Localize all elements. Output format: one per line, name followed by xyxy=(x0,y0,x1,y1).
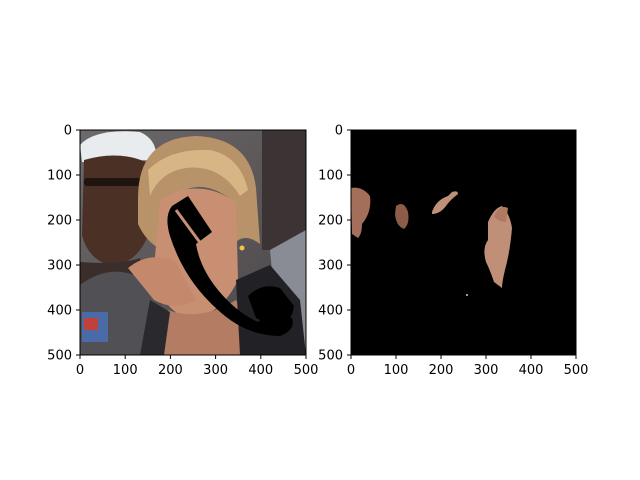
mask-y-tick-label: 500 xyxy=(318,349,343,364)
mask-y-tick-label: 400 xyxy=(318,304,343,319)
mask-y-tick-label: 100 xyxy=(318,169,343,184)
photo-image xyxy=(80,130,306,355)
mask-x-tick-label: 400 xyxy=(519,363,544,378)
photo-y-tick-label: 400 xyxy=(47,304,72,319)
photo-y-tick-label: 0 xyxy=(64,124,72,139)
mask-y-tick-label: 0 xyxy=(335,124,343,139)
photo-x-tick-label: 200 xyxy=(158,363,183,378)
mask-x-tick-label: 200 xyxy=(429,363,454,378)
mask-x-tick-label: 100 xyxy=(384,363,409,378)
photo-y-tick-label: 200 xyxy=(47,214,72,229)
photo-x-tick-label: 300 xyxy=(203,363,228,378)
photo-x-tick-label: 0 xyxy=(76,363,84,378)
telephone-handset-icon xyxy=(167,196,294,336)
photo-x-tick-label: 500 xyxy=(294,363,319,378)
mask-axes-frame xyxy=(350,129,577,356)
photo-axes-frame xyxy=(79,129,307,356)
photo-x-tick-label: 100 xyxy=(113,363,138,378)
mask-image xyxy=(351,130,576,355)
mask-y-tick-label: 300 xyxy=(318,259,343,274)
mask-x-tick-label: 0 xyxy=(347,363,355,378)
mask-x-tick-label: 500 xyxy=(564,363,589,378)
photo-y-tick-label: 300 xyxy=(47,259,72,274)
photo-y-tick-label: 500 xyxy=(47,349,72,364)
photo-axis-ticks: 0 100 200 300 400 500 0 100 200 300 400 500 xyxy=(47,124,318,379)
mask-y-tick-label: 200 xyxy=(318,214,343,229)
photo-y-tick-label: 100 xyxy=(47,169,72,184)
photo-panel: 0 100 200 300 400 500 0 100 200 300 400 500 xyxy=(47,124,318,379)
mask-panel: 0 100 200 300 400 500 0 100 200 300 400 500 xyxy=(318,124,588,379)
mask-x-tick-label: 300 xyxy=(474,363,499,378)
mask-axis-ticks: 0 100 200 300 400 500 0 100 200 300 400 500 xyxy=(318,124,588,379)
photo-x-tick-label: 400 xyxy=(248,363,273,378)
